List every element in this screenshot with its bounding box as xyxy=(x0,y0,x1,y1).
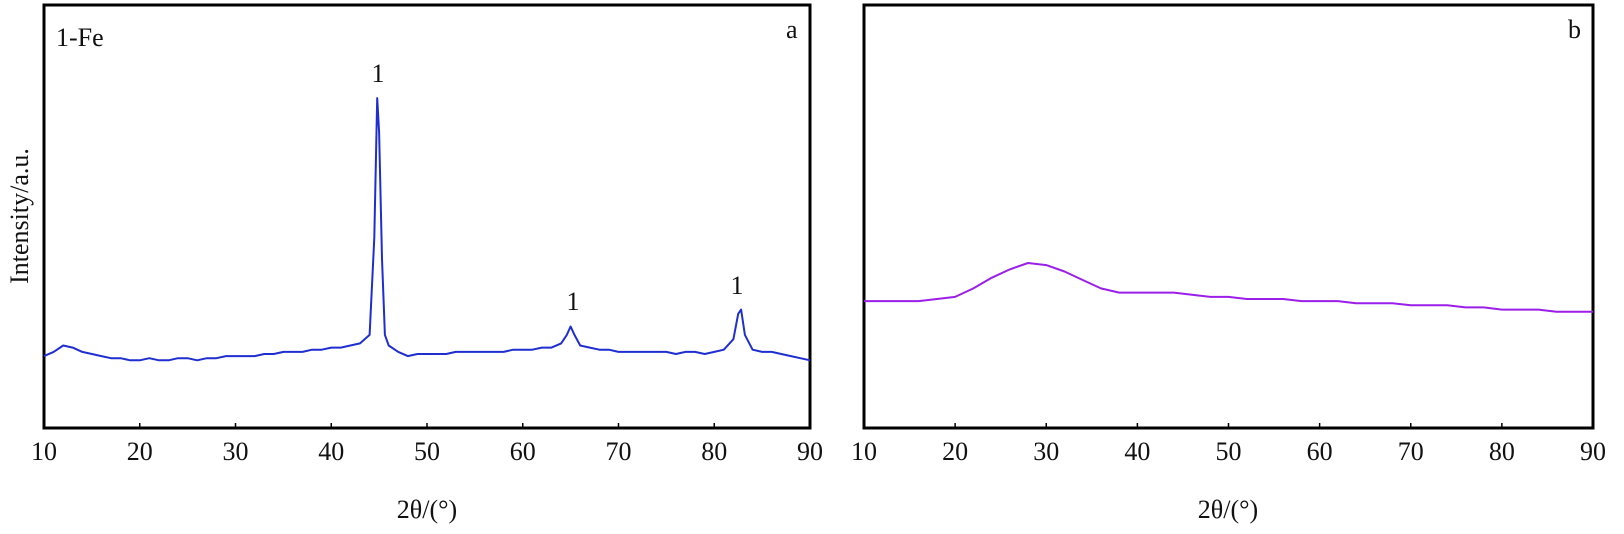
panel-label: b xyxy=(1568,15,1581,44)
x-tick-label: 70 xyxy=(606,437,632,466)
x-tick-label: 80 xyxy=(1489,437,1515,466)
x-tick-label: 90 xyxy=(797,437,823,466)
x-tick-label: 30 xyxy=(223,437,249,466)
x-tick-label: 60 xyxy=(510,437,536,466)
annotation: 1-Fe xyxy=(56,23,104,52)
frame-a xyxy=(42,3,812,430)
x-tick-label: 50 xyxy=(1216,437,1242,466)
x-tick-label: 80 xyxy=(701,437,727,466)
x-tick-label: 10 xyxy=(851,437,877,466)
peak-label: 1 xyxy=(372,59,385,88)
x-tick-label: 40 xyxy=(1124,437,1150,466)
x-tick-label: 20 xyxy=(127,437,153,466)
x-axis-label: 2θ/(°) xyxy=(1198,495,1258,524)
x-tick-label: 20 xyxy=(942,437,968,466)
y-axis-label: Intensity/a.u. xyxy=(5,148,34,284)
xrd-line xyxy=(43,97,811,362)
frame-b xyxy=(862,3,1595,430)
peak-label: 1 xyxy=(731,271,744,300)
xrd-line xyxy=(864,262,1593,313)
x-tick-label: 90 xyxy=(1580,437,1606,466)
x-tick-label: 10 xyxy=(31,437,57,466)
peak-label: 1 xyxy=(567,287,580,316)
x-tick-label: 30 xyxy=(1033,437,1059,466)
x-axis-label: 2θ/(°) xyxy=(397,495,457,524)
x-tick-label: 50 xyxy=(414,437,440,466)
x-tick-label: 70 xyxy=(1398,437,1424,466)
panel-label: a xyxy=(786,15,798,44)
x-tick-label: 60 xyxy=(1307,437,1333,466)
x-tick-label: 40 xyxy=(318,437,344,466)
